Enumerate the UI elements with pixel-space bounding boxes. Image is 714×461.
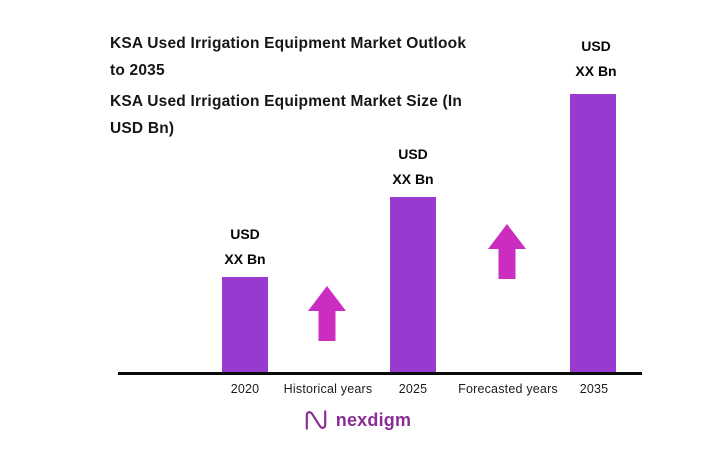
x-axis-label-2020: 2020 [230, 382, 260, 396]
period-label-forecasted: Forecasted years [458, 382, 558, 396]
bar-value-line1: USD [230, 226, 260, 242]
chart-subtitle-line1: KSA Used Irrigation Equipment Market Siz… [110, 93, 463, 110]
period-label-historical: Historical years [283, 382, 373, 396]
bar-value-line2: XX Bn [224, 251, 266, 267]
bar-2020 [222, 277, 268, 374]
x-axis-label-2025: 2025 [398, 382, 428, 396]
chart-title-line1: KSA Used Irrigation Equipment Market Out… [110, 35, 467, 52]
bar-2025 [390, 197, 436, 374]
bar-value-label-2020: USD XX Bn [203, 222, 287, 272]
chart-title-line2: to 2035 [110, 62, 165, 79]
bar-value-line2: XX Bn [575, 63, 617, 79]
chart-title: KSA Used Irrigation Equipment Market Out… [110, 30, 466, 84]
bar-2035 [570, 94, 616, 374]
growth-arrow-icon [488, 224, 526, 279]
nexdigm-wordmark: nexdigm [335, 409, 412, 430]
nexdigm-logo-icon [305, 410, 327, 430]
bar-value-line2: XX Bn [392, 171, 434, 187]
bar-value-label-2035: USD XX Bn [554, 34, 638, 84]
brand-logo: nexdigm [0, 407, 714, 433]
growth-arrow-icon [308, 286, 346, 341]
x-axis-label-2035: 2035 [579, 382, 609, 396]
bar-value-label-2025: USD XX Bn [371, 142, 455, 192]
bar-value-line1: USD [398, 146, 428, 162]
x-axis-line [118, 372, 642, 375]
chart-subtitle: KSA Used Irrigation Equipment Market Siz… [110, 88, 462, 142]
chart-subtitle-line2: USD Bn) [110, 120, 175, 137]
bar-value-line1: USD [581, 38, 611, 54]
